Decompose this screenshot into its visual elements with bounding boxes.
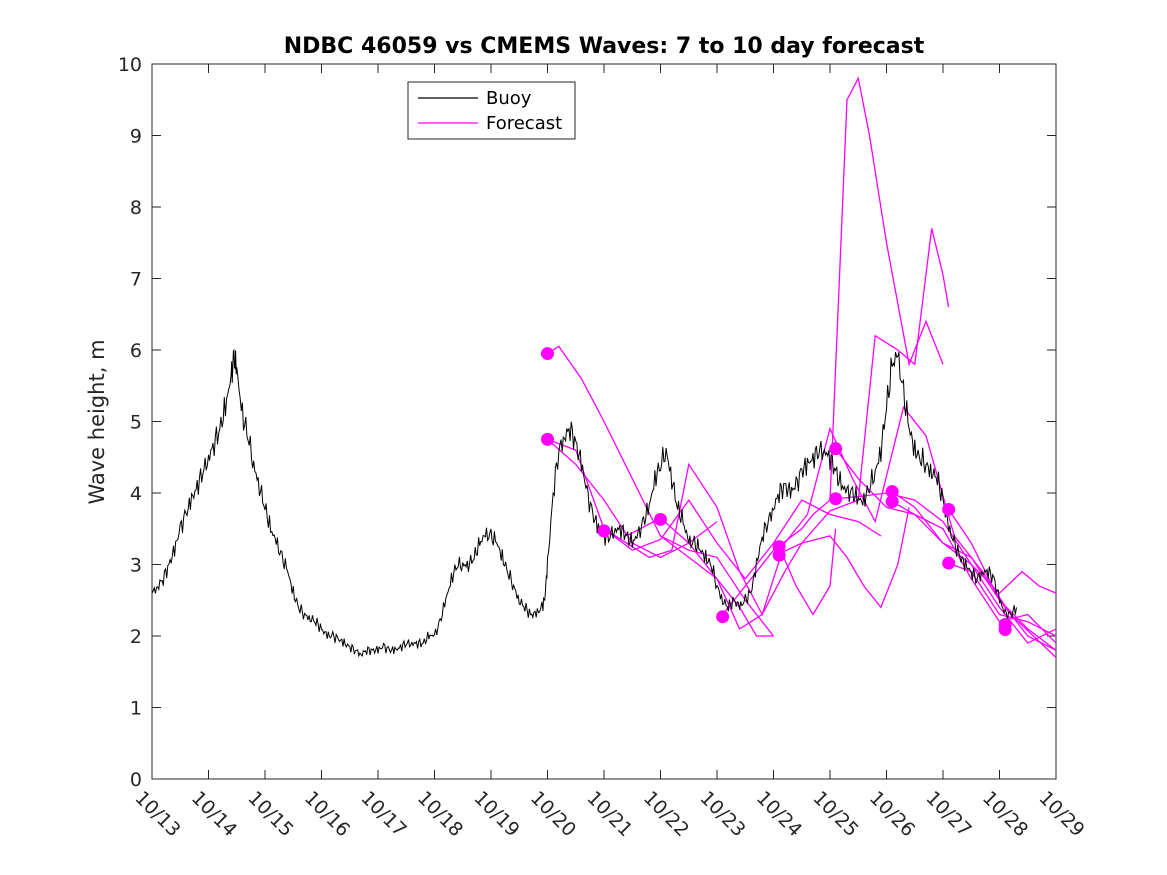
forecast-start-marker: [541, 432, 554, 446]
y-tick-label: 10: [118, 54, 142, 76]
forecast-start-marker: [829, 492, 843, 506]
y-tick-label: 8: [130, 197, 142, 219]
forecast-line: [722, 76, 944, 615]
forecast-line: [778, 528, 837, 616]
forecast-start-marker: [772, 548, 786, 562]
forecast-start-marker: [541, 347, 554, 361]
forecast-line: [626, 228, 950, 630]
y-tick-label: 1: [130, 698, 142, 720]
legend-box: [407, 81, 576, 140]
y-tick-label: 2: [130, 626, 142, 648]
y-tick-label: 5: [130, 412, 142, 434]
chart-title: NDBC 46059 vs CMEMS Waves: 7 to 10 day f…: [284, 34, 925, 59]
forecast-line: [778, 507, 910, 609]
y-tick-label: 7: [130, 269, 142, 291]
forecast-line: [835, 492, 1057, 644]
y-axis-label: Wave height, m: [85, 339, 109, 504]
y-tick-label: 3: [130, 555, 142, 577]
forecast-line: [891, 501, 1057, 595]
forecast-line: [948, 562, 1057, 637]
forecast-start-marker: [998, 623, 1012, 637]
forecast-line: [891, 491, 1057, 651]
y-tick-label: 9: [130, 126, 142, 148]
forecast-start-marker: [885, 485, 899, 499]
forecast-start-marker: [829, 442, 843, 456]
legend: Buoy Forecast: [407, 81, 576, 140]
y-tick-label: 6: [130, 340, 142, 362]
forecast-start-marker: [597, 524, 611, 538]
buoy-line: [151, 348, 1017, 658]
y-tick-label: 0: [130, 769, 142, 791]
y-tick-label: 4: [130, 483, 142, 505]
forecast-start-marker: [942, 502, 956, 516]
forecast-line: [660, 535, 774, 637]
forecast-start-marker: [942, 556, 956, 570]
forecast-start-marker: [654, 512, 667, 526]
legend-label-buoy: Buoy: [486, 88, 532, 109]
legend-label-forecast: Forecast: [486, 113, 562, 134]
forecast-start-marker: [716, 610, 730, 624]
forecast-start-marker: [885, 495, 899, 509]
